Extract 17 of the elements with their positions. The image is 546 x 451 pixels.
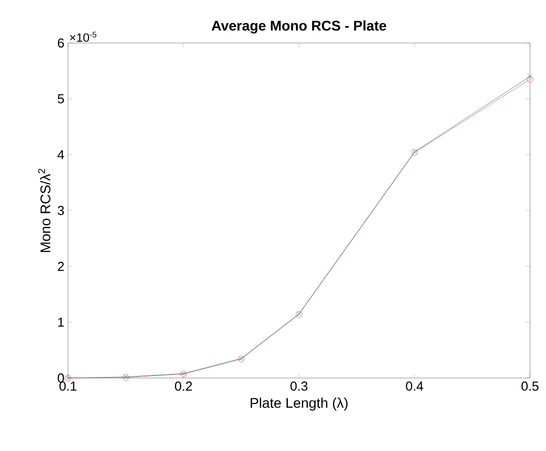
y-tick-label: 6: [58, 38, 64, 48]
y-tick-label: 4: [58, 150, 64, 160]
y-tick-label: 3: [58, 206, 64, 216]
y-tick-label: 1: [58, 318, 64, 327]
x-tick-label: 0.4: [406, 382, 424, 391]
y-axis-title: Mono RCS/λ$^{2}$: [38, 168, 50, 252]
x-tick-label: 0.2: [174, 382, 192, 391]
point: [526, 76, 534, 82]
x-tick-label: 0.3: [290, 382, 308, 391]
x-axis-title: Plate Length (λ): [250, 398, 348, 411]
y-tick-label: 2: [58, 262, 64, 271]
y-tick-label: 0: [58, 373, 64, 383]
chart-title: Average Mono RCS - Plate: [212, 20, 386, 34]
x-tick-label: 0.1: [59, 382, 76, 391]
x-tick-label: 0.5: [521, 382, 538, 391]
y-tick-label: 5: [58, 94, 64, 104]
text: ×10$^{-5}$: [70, 32, 96, 42]
